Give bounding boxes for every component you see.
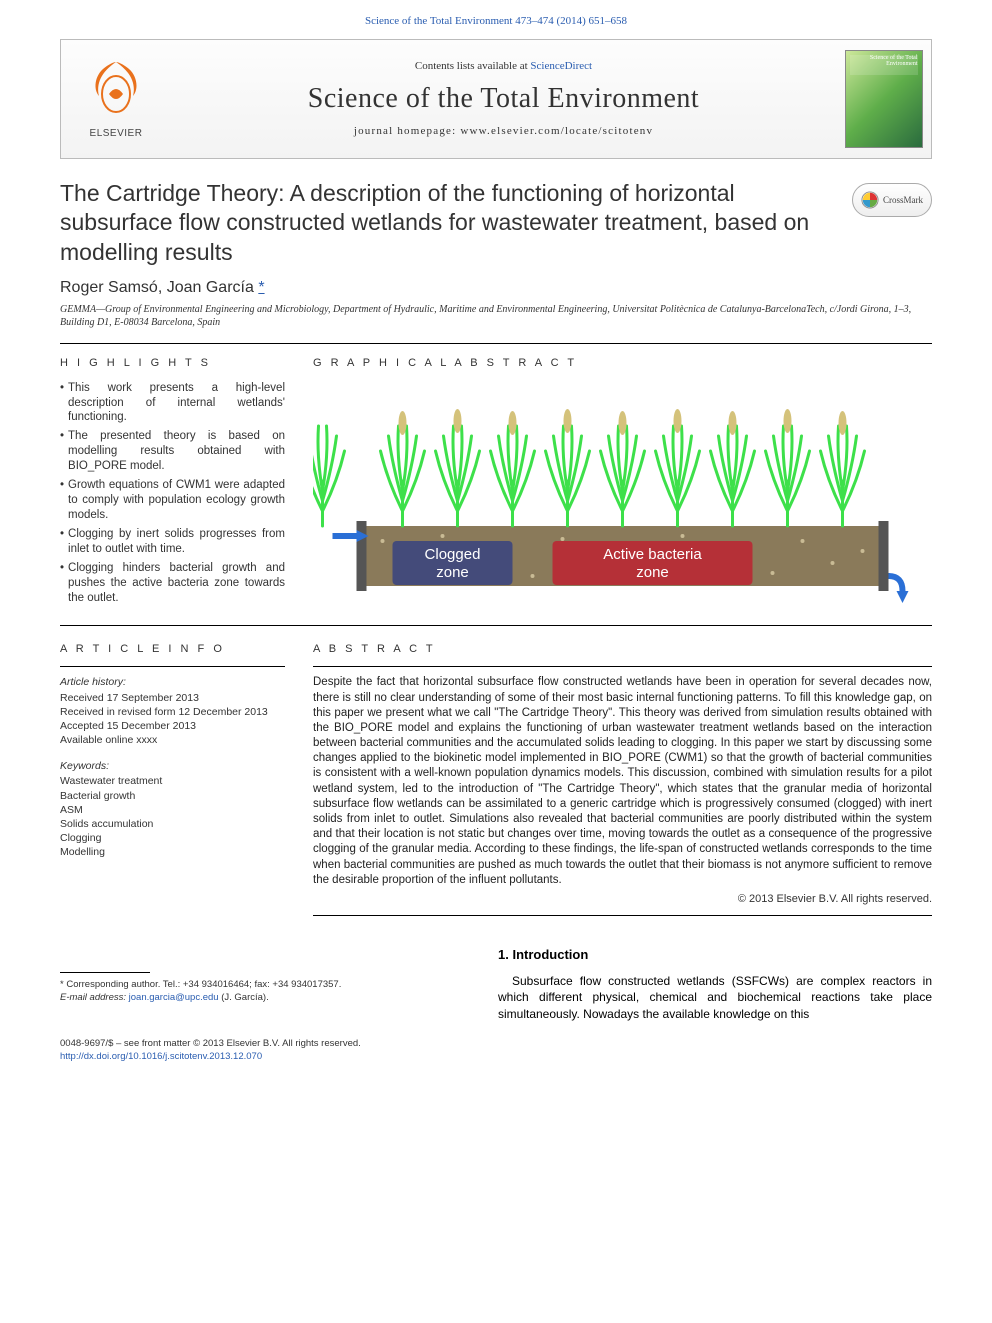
divider (313, 915, 932, 916)
abstract-copyright: © 2013 Elsevier B.V. All rights reserved… (313, 892, 932, 907)
article-info-section: A R T I C L E I N F O Article history: R… (60, 642, 285, 924)
intro-heading: 1. Introduction (498, 946, 932, 964)
crossmark-badge[interactable]: CrossMark (852, 183, 932, 217)
keyword: Wastewater treatment (60, 774, 285, 788)
graphical-abstract-image: Clogged zone Active bacteria zone (313, 381, 932, 611)
corresponding-marker[interactable]: * (258, 279, 264, 296)
sciencedirect-link[interactable]: ScienceDirect (530, 60, 592, 72)
keyword: Clogging (60, 831, 285, 845)
journal-cover-thumb: Science of the Total Environment (836, 40, 931, 158)
elsevier-text: ELSEVIER (90, 128, 143, 139)
svg-text:Clogged: Clogged (425, 546, 481, 563)
authors: Roger Samsó, Joan García * (60, 277, 932, 299)
elsevier-logo: ELSEVIER (61, 40, 171, 158)
history-line: Received 17 September 2013 (60, 691, 285, 705)
doi-link[interactable]: http://dx.doi.org/10.1016/j.scitotenv.20… (60, 1051, 262, 1062)
article-info-label: A R T I C L E I N F O (60, 642, 285, 657)
running-head: Science of the Total Environment 473–474… (0, 0, 992, 39)
divider (60, 666, 285, 667)
divider (60, 625, 932, 626)
keyword: Bacterial growth (60, 789, 285, 803)
graphical-abstract-label: G R A P H I C A L A B S T R A C T (313, 356, 932, 371)
crossmark-label: CrossMark (883, 194, 923, 206)
history-line: Available online xxxx (60, 733, 285, 747)
contents-lists: Contents lists available at ScienceDirec… (171, 59, 836, 74)
graphical-abstract-section: G R A P H I C A L A B S T R A C T (313, 356, 932, 611)
svg-text:zone: zone (436, 564, 469, 581)
abstract-label: A B S T R A C T (313, 642, 932, 657)
highlight-item: This work presents a high-level descript… (60, 381, 285, 426)
keyword: Modelling (60, 845, 285, 859)
footer-line: 0048-9697/$ – see front matter © 2013 El… (60, 1038, 932, 1051)
keyword: ASM (60, 803, 285, 817)
history-title: Article history: (60, 675, 285, 689)
corresponding-footnote: * Corresponding author. Tel.: +34 934016… (60, 979, 470, 1005)
highlight-item: Growth equations of CWM1 were adapted to… (60, 478, 285, 523)
footnote-column: * Corresponding author. Tel.: +34 934016… (60, 946, 470, 1022)
article-title: The Cartridge Theory: A description of t… (60, 179, 834, 267)
history-line: Received in revised form 12 December 201… (60, 705, 285, 719)
keywords-title: Keywords: (60, 759, 285, 773)
journal-header: ELSEVIER Contents lists available at Sci… (60, 39, 932, 159)
highlight-item: Clogging hinders bacterial growth and pu… (60, 561, 285, 606)
highlight-item: Clogging by inert solids progresses from… (60, 527, 285, 557)
intro-column: 1. Introduction Subsurface flow construc… (498, 946, 932, 1022)
abstract-section: A B S T R A C T Despite the fact that ho… (313, 642, 932, 924)
divider (313, 666, 932, 667)
intro-paragraph: Subsurface flow constructed wetlands (SS… (498, 973, 932, 1022)
keywords-list: Wastewater treatment Bacterial growth AS… (60, 774, 285, 859)
journal-name: Science of the Total Environment (171, 80, 836, 118)
abstract-text: Despite the fact that horizontal subsurf… (313, 675, 932, 887)
keyword: Solids accumulation (60, 817, 285, 831)
footer: 0048-9697/$ – see front matter © 2013 El… (60, 1038, 932, 1064)
svg-text:zone: zone (636, 564, 669, 581)
email-link[interactable]: joan.garcia@upc.edu (129, 992, 219, 1003)
svg-text:Active bacteria: Active bacteria (603, 546, 702, 563)
highlights-label: H I G H L I G H T S (60, 356, 285, 371)
footnote-divider (60, 972, 150, 973)
highlights-section: H I G H L I G H T S This work presents a… (60, 356, 285, 611)
highlight-item: The presented theory is based on modelli… (60, 429, 285, 474)
divider (60, 343, 932, 344)
crossmark-icon (861, 191, 879, 209)
history-line: Accepted 15 December 2013 (60, 719, 285, 733)
highlights-list: This work presents a high-level descript… (60, 381, 285, 606)
journal-homepage: journal homepage: www.elsevier.com/locat… (171, 124, 836, 139)
affiliation: GEMMA—Group of Environmental Engineering… (60, 303, 932, 329)
